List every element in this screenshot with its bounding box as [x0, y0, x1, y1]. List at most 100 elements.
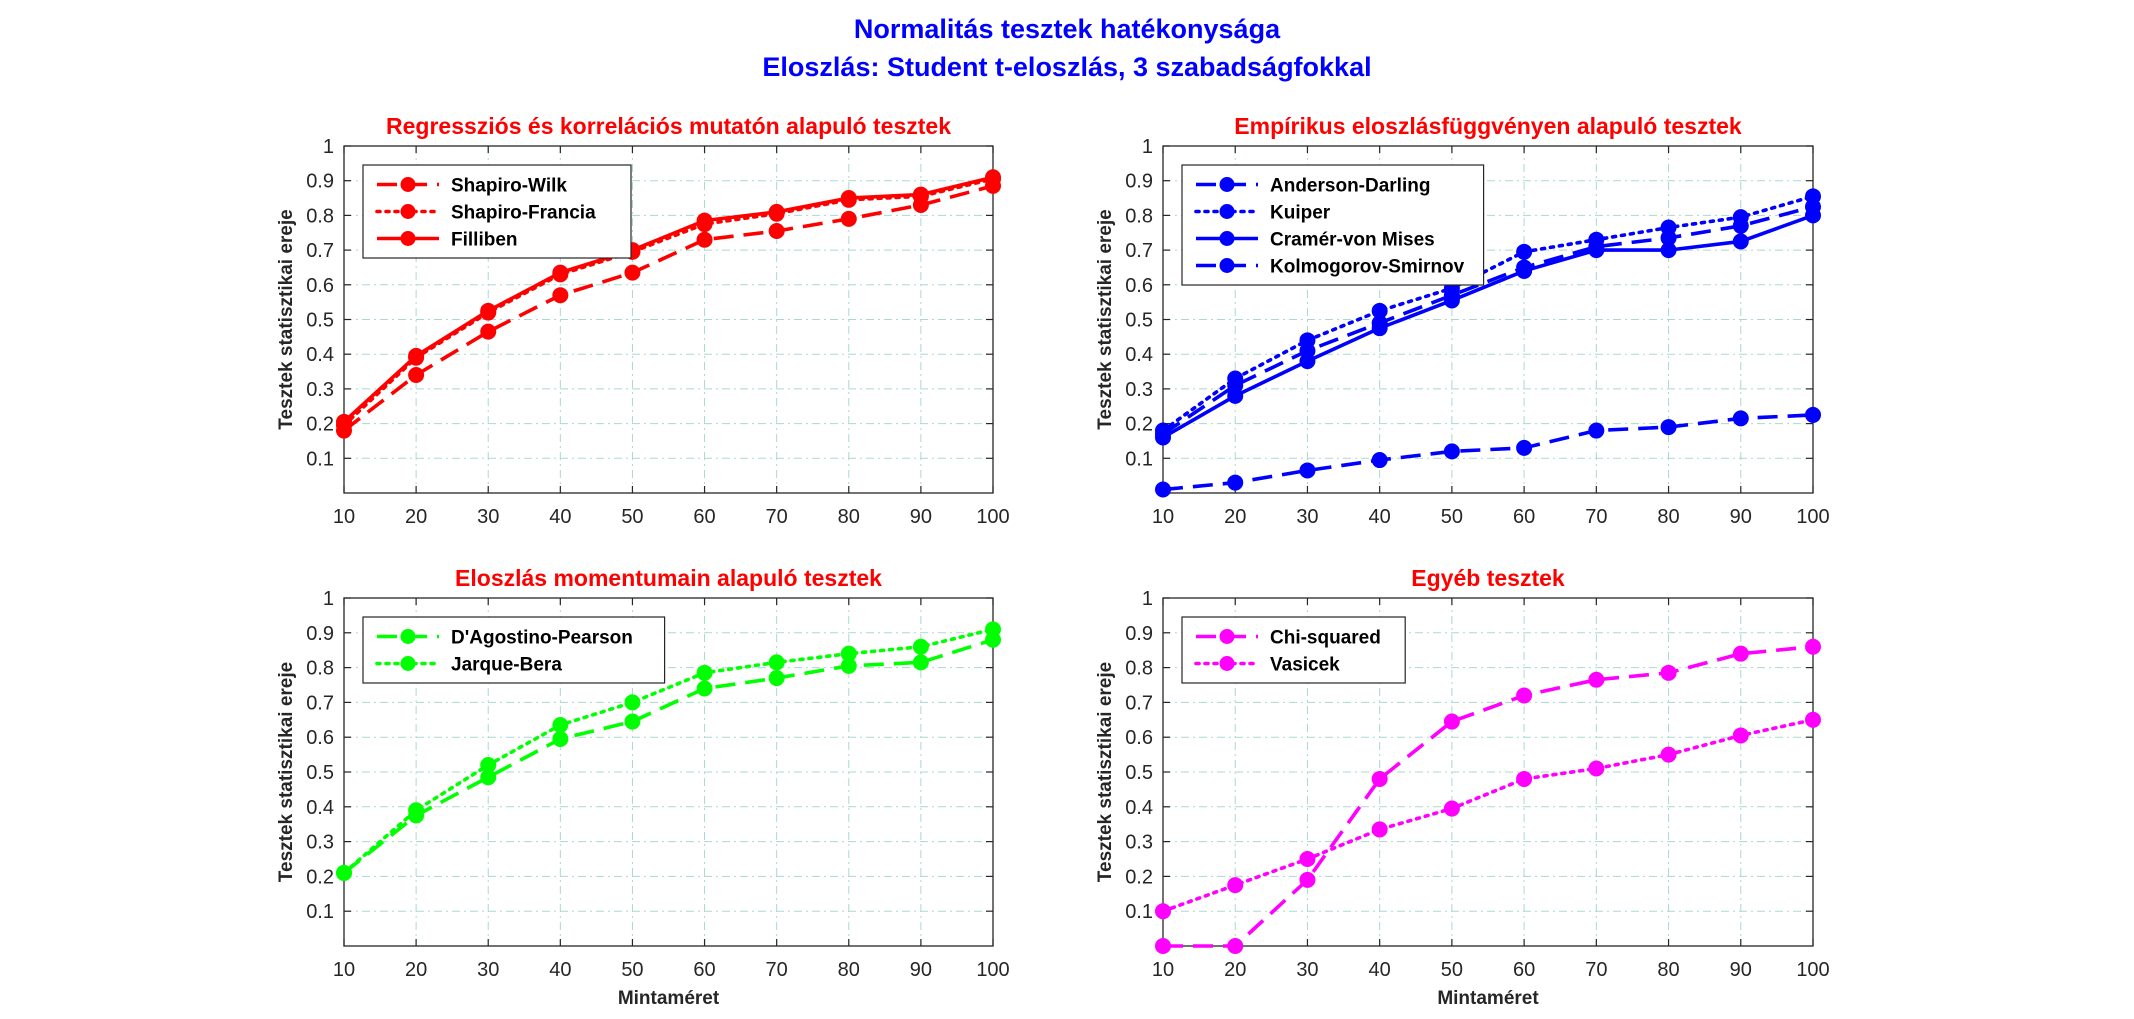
series-line-0: [1161, 204, 1814, 436]
data-point: [768, 203, 785, 220]
y-tick-label: 0.5: [1125, 310, 1153, 332]
y-axis-label: Tesztek statisztikai ereje: [276, 209, 297, 429]
data-point: [1299, 332, 1316, 349]
subplot-other-tests: 10 20 30 40 50 60 70 80 90 100 0.1 0.2 0.3 0.4 0.5 0.6 0…: [1095, 565, 1830, 1009]
data-point: [768, 654, 785, 671]
data-point: [1371, 770, 1388, 787]
data-point: [408, 347, 425, 364]
x-tick-label: 70: [766, 506, 788, 528]
data-point: [1732, 233, 1749, 250]
data-point: [1227, 938, 1244, 954]
data-point: [408, 367, 425, 384]
x-axis-label: Mintaméret: [618, 988, 720, 1009]
series-line-1: [342, 177, 995, 428]
data-point: [1732, 410, 1749, 427]
figure-title-line1: Normalitás tesztek hatékonysága: [853, 14, 1281, 44]
y-tick-label: 0.7: [306, 240, 334, 262]
data-point: [1516, 439, 1533, 456]
legend-entry-label: Shapiro-Francia: [451, 203, 596, 224]
series-line-1: [342, 627, 995, 875]
x-tick-label: 20: [1224, 506, 1246, 528]
y-tick-label: 0.7: [1125, 692, 1153, 714]
x-tick-label: 60: [693, 959, 715, 981]
y-tick-label: 0.6: [1125, 275, 1153, 297]
y-tick-label: 0.3: [306, 379, 334, 401]
data-point: [1588, 242, 1605, 259]
data-point: [552, 717, 569, 734]
data-point: [1516, 243, 1533, 260]
data-point: [1227, 877, 1244, 894]
series-line-1: [1161, 194, 1815, 433]
data-point: [552, 730, 569, 747]
subplot-title: Empírikus eloszlásfüggvényen alapuló tes…: [1234, 113, 1742, 139]
y-axis-label: Tesztek statisztikai ereje: [1095, 209, 1116, 429]
data-point: [1805, 638, 1821, 655]
legend-marker: [1219, 258, 1235, 273]
x-tick-label: 60: [1513, 506, 1535, 528]
x-tick-label: 30: [1296, 959, 1318, 981]
legend-box: [362, 616, 666, 684]
data-point: [480, 757, 497, 774]
legend-entry-label: Kuiper: [1270, 203, 1331, 224]
y-tick-label: 1: [323, 588, 334, 610]
data-point: [1516, 770, 1533, 787]
x-tick-label: 90: [910, 506, 932, 528]
x-tick-label: 30: [1296, 506, 1318, 528]
data-point: [336, 864, 352, 881]
data-point: [480, 302, 497, 319]
legend-marker: [400, 177, 416, 192]
data-point: [696, 664, 713, 681]
legend-marker: [400, 231, 416, 246]
legend-marker: [400, 629, 416, 644]
x-tick-label: 90: [1730, 959, 1752, 981]
y-tick-label: 0.4: [1125, 797, 1153, 819]
data-point: [552, 264, 569, 281]
y-tick-label: 0.5: [306, 762, 334, 784]
data-point: [696, 212, 713, 229]
y-tick-label: 0.9: [306, 623, 334, 645]
data-point: [912, 638, 929, 655]
x-axis-label: Mintaméret: [1437, 988, 1539, 1009]
y-tick-label: 0.1: [1125, 901, 1153, 923]
y-tick-label: 1: [323, 136, 334, 158]
data-point: [1371, 302, 1388, 319]
legend-entry-label: Shapiro-Wilk: [451, 176, 567, 197]
data-point: [696, 680, 713, 697]
data-point: [912, 654, 929, 671]
y-tick-label: 0.3: [1125, 379, 1153, 401]
data-point: [1227, 387, 1244, 404]
data-point: [1660, 419, 1677, 436]
data-point: [1371, 320, 1388, 337]
x-tick-label: 40: [549, 506, 571, 528]
y-tick-label: 0.8: [1125, 205, 1153, 227]
y-tick-label: 0.6: [306, 275, 334, 297]
legend-entry-label: Vasicek: [1270, 655, 1340, 676]
y-tick-label: 0.6: [306, 727, 334, 749]
data-point: [1443, 443, 1460, 460]
data-point: [1660, 746, 1677, 763]
x-tick-label: 10: [1152, 959, 1174, 981]
y-tick-label: 0.5: [306, 310, 334, 332]
y-tick-label: 0.8: [1125, 658, 1153, 680]
data-point: [1443, 800, 1460, 817]
y-axis-label: Tesztek statisztikai ereje: [1095, 662, 1116, 882]
x-tick-label: 80: [1657, 506, 1679, 528]
subplot-title: Eloszlás momentumain alapuló tesztek: [455, 565, 882, 591]
x-tick-label: 50: [1441, 959, 1463, 981]
data-point: [1155, 903, 1171, 920]
y-tick-label: 0.2: [306, 414, 334, 436]
data-point: [1227, 474, 1244, 491]
data-point: [1443, 713, 1460, 730]
y-tick-label: 0.1: [306, 448, 334, 470]
legend-entry-label: Kolmogorov-Smirnov: [1270, 257, 1465, 278]
legend-marker: [400, 656, 416, 671]
legend-entry-label: Anderson-Darling: [1270, 176, 1430, 197]
data-point: [1516, 262, 1533, 279]
data-point: [1732, 645, 1749, 662]
y-tick-label: 0.2: [1125, 866, 1153, 888]
x-tick-label: 50: [621, 506, 643, 528]
data-point: [1443, 292, 1460, 309]
y-tick-label: 0.1: [306, 901, 334, 923]
subplot-moments: 10 20 30 40 50 60 70 80 90 100 0.1 0.2 0.3 0.4 0.5 0.6 0…: [276, 565, 1010, 1009]
x-tick-label: 50: [1441, 506, 1463, 528]
